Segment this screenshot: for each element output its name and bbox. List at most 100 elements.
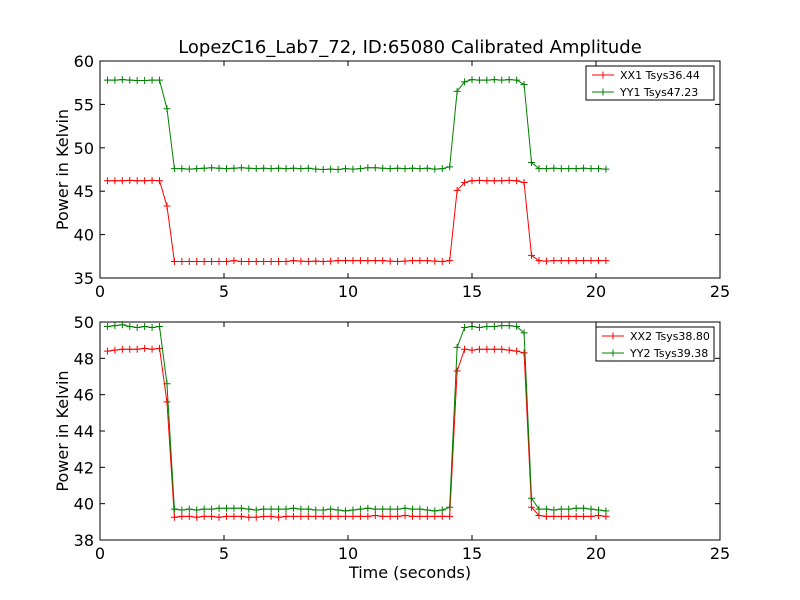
- data-point: [371, 505, 379, 513]
- data-point: [423, 512, 431, 520]
- data-point: [453, 87, 461, 95]
- data-point: [245, 505, 253, 513]
- data-point: [498, 322, 506, 330]
- data-point: [304, 512, 312, 520]
- x-tick-label: 5: [219, 544, 229, 563]
- data-point: [252, 506, 260, 514]
- data-point: [208, 505, 216, 513]
- data-point: [386, 257, 394, 265]
- data-point: [505, 322, 513, 330]
- data-point: [163, 202, 171, 210]
- data-point: [580, 257, 588, 265]
- data-point: [461, 78, 469, 86]
- y-tick-label: 44: [74, 422, 94, 441]
- data-point: [260, 512, 268, 520]
- data-point: [103, 347, 111, 355]
- data-point: [572, 512, 580, 520]
- data-point: [245, 164, 253, 172]
- data-point: [349, 512, 357, 520]
- bottom-panel: 0 5 10 15 20 25 38 40 42 44 46 48 50 Power in Kelvin X…: [53, 313, 730, 563]
- data-point: [356, 165, 364, 173]
- data-point: [103, 177, 111, 185]
- data-point: [550, 257, 558, 265]
- data-point: [170, 513, 178, 521]
- data-point: [163, 380, 171, 388]
- data-point: [408, 164, 416, 172]
- data-point: [490, 76, 498, 84]
- data-point: [289, 164, 297, 172]
- legend-box: [595, 326, 715, 362]
- data-point: [193, 258, 201, 266]
- data-point: [275, 505, 283, 513]
- data-point: [535, 165, 543, 173]
- data-point: [126, 76, 134, 84]
- data-point: [356, 505, 364, 513]
- data-point: [386, 165, 394, 173]
- top-panel: 0 5 10 15 20 25 35 40 45 50 55 60 Power in Kelvin XX1…: [53, 52, 730, 301]
- data-point: [565, 165, 573, 173]
- data-point: [513, 347, 521, 355]
- data-point: [222, 512, 230, 520]
- data-point: [461, 179, 469, 187]
- data-point: [334, 512, 342, 520]
- data-point: [513, 323, 521, 331]
- data-point: [505, 176, 513, 184]
- data-point: [371, 511, 379, 519]
- data-point: [498, 177, 506, 185]
- data-point: [528, 251, 536, 259]
- data-point: [237, 504, 245, 512]
- data-point: [208, 512, 216, 520]
- data-point: [379, 257, 387, 265]
- data-point: [587, 505, 595, 513]
- data-point: [379, 164, 387, 172]
- data-point: [237, 512, 245, 520]
- data-point: [416, 505, 424, 513]
- x-tick-label: 20: [586, 282, 606, 301]
- data-point: [170, 505, 178, 513]
- data-point: [394, 164, 402, 172]
- data-point: [334, 166, 342, 173]
- data-point: [475, 176, 483, 184]
- data-point: [118, 177, 126, 185]
- data-point: [111, 177, 119, 185]
- data-point: [141, 77, 149, 85]
- legend-marker: [609, 332, 617, 340]
- data-point: [565, 257, 573, 265]
- data-point: [542, 505, 550, 513]
- legend-entry: YY2 Tsys39.38: [629, 347, 708, 360]
- x-axis-label: Time (seconds): [348, 563, 471, 582]
- data-point: [200, 258, 208, 266]
- data-point: [371, 257, 379, 265]
- data-point: [520, 329, 528, 337]
- data-point: [289, 504, 297, 512]
- data-point: [312, 257, 320, 265]
- data-point: [334, 257, 342, 265]
- data-point: [483, 323, 491, 331]
- data-point: [312, 165, 320, 173]
- data-point: [103, 76, 111, 84]
- x-tick-label: 5: [219, 282, 229, 301]
- x-tick-label: 10: [338, 544, 358, 563]
- data-point: [111, 346, 119, 354]
- data-point: [431, 165, 439, 173]
- data-point: [156, 76, 164, 84]
- data-point: [267, 258, 275, 266]
- data-point: [453, 186, 461, 194]
- data-point: [446, 512, 454, 520]
- data-point: [602, 507, 610, 515]
- data-point: [148, 176, 156, 184]
- data-point: [185, 505, 193, 513]
- data-point: [260, 505, 268, 513]
- data-point: [327, 512, 335, 520]
- data-point: [602, 165, 610, 173]
- data-point: [528, 159, 536, 167]
- data-point: [408, 512, 416, 520]
- data-point: [312, 512, 320, 520]
- data-point: [193, 506, 201, 514]
- data-point: [416, 257, 424, 265]
- data-point: [289, 257, 297, 265]
- data-point: [267, 505, 275, 513]
- data-point: [446, 257, 454, 265]
- data-point: [438, 506, 446, 514]
